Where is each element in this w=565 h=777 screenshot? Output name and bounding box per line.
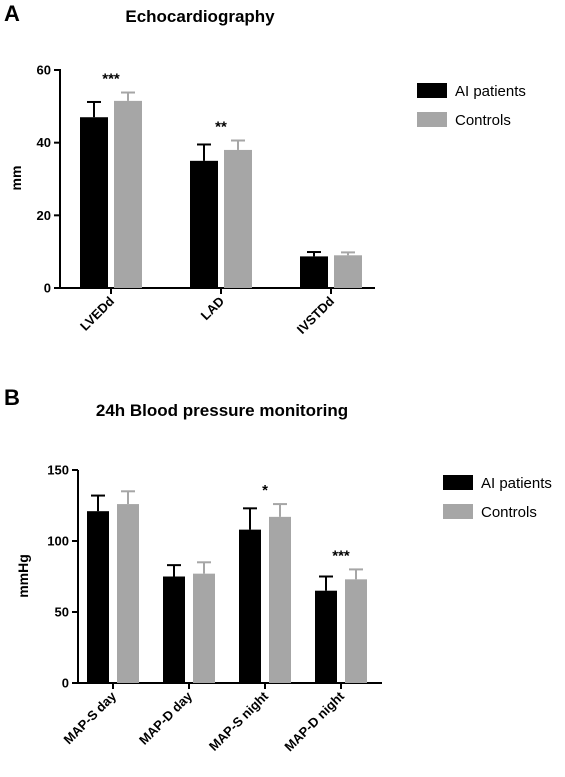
legend: AI patients Controls xyxy=(417,83,526,129)
y-tick-label: 100 xyxy=(47,534,69,549)
panel-b: B 24h Blood pressure monitoring mmHg 0 50… xyxy=(4,385,552,754)
y-tick-label: 20 xyxy=(37,208,51,223)
bar xyxy=(114,100,142,288)
chart-title: Echocardiography xyxy=(125,7,275,26)
x-tick-label: MAP-S day xyxy=(60,688,119,747)
y-tick-label: 0 xyxy=(44,281,51,296)
bar xyxy=(269,516,291,683)
panel-letter: A xyxy=(4,1,20,26)
bar xyxy=(224,149,252,288)
chart-title: 24h Blood pressure monitoring xyxy=(96,401,348,420)
bars xyxy=(80,100,362,288)
y-ticks: 0 20 40 60 xyxy=(37,63,60,296)
legend-swatch-controls xyxy=(443,504,473,519)
legend-label-controls: Controls xyxy=(481,504,537,521)
x-tick-label: MAP-D night xyxy=(281,688,347,754)
significance-marker: * xyxy=(262,482,268,499)
significance-markers: ***** xyxy=(102,71,227,136)
legend-label-controls: Controls xyxy=(455,112,511,129)
x-ticks: LVEDd LAD IVSTDd xyxy=(77,288,337,337)
significance-marker: ** xyxy=(215,118,227,135)
y-axis-label: mmHg xyxy=(15,554,31,598)
bar xyxy=(315,590,337,683)
panel-letter: B xyxy=(4,385,20,410)
bars xyxy=(87,504,367,683)
legend-swatch-controls xyxy=(417,112,447,127)
legend-label-ai-patients: AI patients xyxy=(455,83,526,100)
bar xyxy=(190,160,218,288)
significance-markers: **** xyxy=(262,482,350,564)
x-tick-label: MAP-D day xyxy=(136,688,196,748)
legend-swatch-ai-patients xyxy=(443,475,473,490)
legend-swatch-ai-patients xyxy=(417,83,447,98)
y-tick-label: 0 xyxy=(62,676,69,691)
y-tick-label: 50 xyxy=(55,605,69,620)
bar xyxy=(80,117,108,288)
x-tick-label: IVSTDd xyxy=(294,293,337,336)
bar xyxy=(87,511,109,683)
x-tick-label: LAD xyxy=(198,294,227,323)
bar xyxy=(193,573,215,683)
bar xyxy=(345,579,367,683)
x-tick-label: MAP-S night xyxy=(206,688,272,754)
bar xyxy=(239,529,261,683)
y-tick-label: 60 xyxy=(37,63,51,78)
error-bars xyxy=(87,91,355,257)
y-ticks: 0 50 100 150 xyxy=(47,463,78,691)
x-ticks: MAP-S day MAP-D day MAP-S night MAP-D night xyxy=(60,683,348,754)
bar xyxy=(334,255,362,288)
legend: AI patients Controls xyxy=(443,475,552,521)
bar xyxy=(117,504,139,683)
y-tick-label: 40 xyxy=(37,135,51,150)
significance-marker: *** xyxy=(332,547,350,564)
bar xyxy=(300,256,328,288)
significance-marker: *** xyxy=(102,71,120,88)
error-bars xyxy=(91,490,363,591)
bar xyxy=(163,576,185,683)
y-tick-label: 150 xyxy=(47,463,69,478)
x-tick-label: LVEDd xyxy=(77,293,117,333)
y-axis-label: mm xyxy=(8,166,24,191)
legend-label-ai-patients: AI patients xyxy=(481,475,552,492)
